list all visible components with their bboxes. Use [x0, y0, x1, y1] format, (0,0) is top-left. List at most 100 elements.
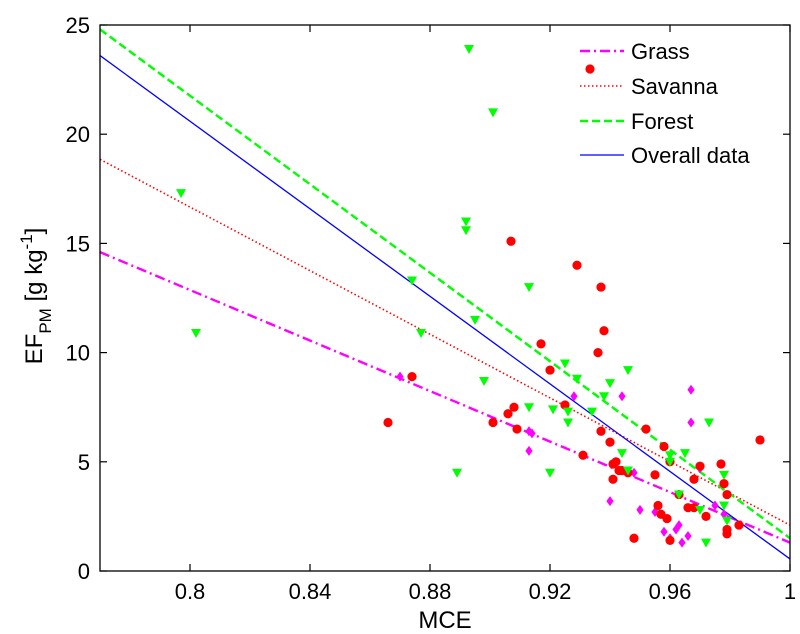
point-grass	[660, 526, 668, 537]
point-forest	[665, 451, 675, 461]
y-axis-title-subscript: PM	[36, 308, 55, 334]
point-forest	[452, 468, 462, 478]
point-forest	[464, 45, 474, 55]
point-savanna	[653, 500, 663, 511]
point-savanna	[509, 402, 519, 412]
point-savanna	[641, 424, 651, 434]
point-forest	[605, 379, 615, 389]
point-forest	[665, 457, 675, 467]
point-savanna	[716, 459, 726, 469]
point-forest	[704, 418, 714, 428]
point-forest	[674, 490, 684, 500]
point-savanna	[722, 489, 732, 500]
point-savanna	[689, 474, 699, 484]
point-grass	[606, 496, 614, 507]
point-grass	[678, 537, 686, 548]
y-axis-title-superscript: -1	[17, 234, 36, 249]
point-savanna	[572, 260, 582, 270]
fit-line-forest	[100, 28, 790, 540]
point-savanna	[629, 533, 639, 543]
point-forest	[695, 505, 705, 515]
x-tick-label: 0.84	[289, 579, 332, 604]
point-savanna	[650, 470, 660, 480]
point-forest	[524, 283, 534, 293]
point-grass	[630, 467, 638, 478]
point-forest	[548, 405, 558, 415]
point-savanna	[695, 461, 705, 471]
point-savanna	[689, 503, 699, 513]
point-forest	[461, 217, 471, 227]
point-savanna	[611, 457, 621, 467]
legend-label-savanna: Savanna	[631, 74, 719, 99]
y-tick-label: 15	[66, 231, 90, 256]
point-forest	[701, 538, 711, 548]
point-grass	[528, 428, 536, 439]
point-savanna	[503, 409, 513, 419]
y-tick-label: 10	[66, 341, 90, 366]
point-forest	[479, 376, 489, 386]
point-grass	[687, 384, 695, 395]
point-savanna	[383, 417, 393, 428]
point-savanna	[536, 339, 546, 349]
point-grass	[570, 391, 578, 402]
y-axis-title-main: EF	[21, 334, 48, 365]
point-forest	[176, 189, 186, 199]
point-grass	[396, 371, 404, 382]
point-forest	[560, 359, 570, 369]
legend-label-overall: Overall data	[631, 143, 750, 168]
point-savanna	[512, 424, 522, 434]
point-savanna	[662, 513, 672, 524]
point-savanna	[506, 236, 516, 246]
point-forest	[719, 501, 729, 511]
y-tick-label: 25	[66, 13, 90, 38]
point-savanna	[596, 282, 606, 292]
y-axis-title-close: ]	[21, 228, 48, 235]
x-tick-label: 0.8	[175, 579, 206, 604]
point-grass	[684, 531, 692, 542]
point-savanna	[659, 441, 669, 452]
point-forest	[623, 366, 633, 376]
x-axis-title: MCE	[418, 607, 471, 634]
point-forest	[719, 470, 729, 480]
point-forest	[488, 108, 498, 118]
point-savanna	[701, 511, 711, 521]
point-savanna	[560, 400, 570, 410]
point-forest	[572, 374, 582, 384]
x-tick-label: 0.96	[649, 579, 692, 604]
legend-marker-savanna	[585, 64, 595, 74]
point-forest	[563, 407, 573, 417]
point-forest	[407, 276, 417, 286]
point-forest	[587, 407, 597, 417]
point-savanna	[488, 417, 498, 428]
point-savanna	[578, 450, 588, 460]
x-tick-label: 0.88	[409, 579, 452, 604]
plot-frame	[99, 24, 791, 572]
fit-line-overall	[100, 55, 790, 560]
point-savanna	[608, 474, 618, 484]
point-grass	[687, 417, 695, 428]
point-savanna	[755, 435, 765, 445]
point-forest	[722, 516, 732, 526]
point-grass	[618, 391, 626, 402]
point-forest	[680, 449, 690, 459]
y-tick-label: 5	[78, 450, 90, 475]
point-forest	[545, 468, 555, 478]
point-savanna	[665, 535, 675, 546]
point-savanna	[719, 479, 729, 489]
y-tick-label: 0	[78, 559, 90, 584]
point-savanna	[407, 372, 417, 382]
point-savanna	[596, 426, 606, 436]
legend-item-forest: Forest	[580, 109, 693, 134]
point-grass	[675, 520, 683, 531]
point-forest	[563, 418, 573, 428]
point-forest	[617, 449, 627, 459]
point-forest	[470, 315, 480, 325]
legend-item-overall: Overall data	[580, 143, 750, 168]
point-savanna	[545, 365, 555, 375]
point-forest	[416, 328, 426, 338]
point-forest	[599, 392, 609, 402]
y-axis-title-unit: [g kg	[21, 249, 48, 308]
point-savanna	[593, 348, 603, 358]
